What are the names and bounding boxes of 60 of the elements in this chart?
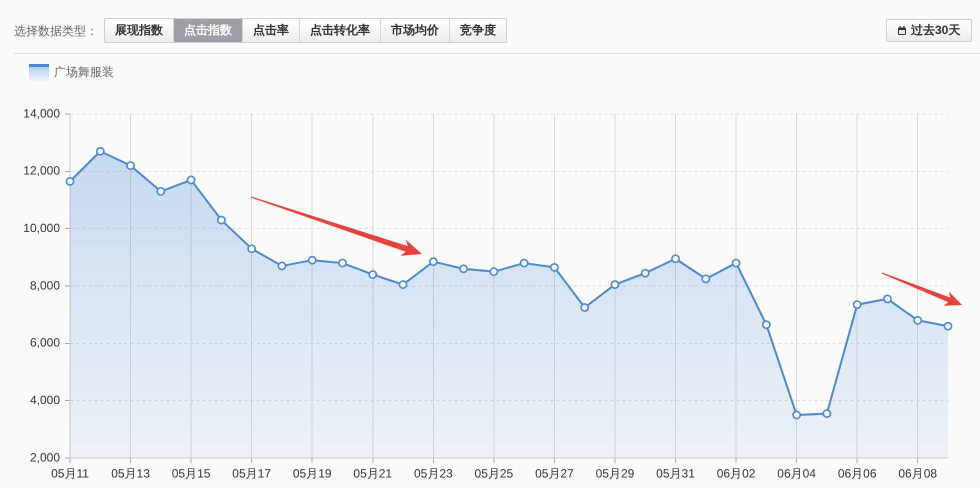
tab[interactable]: 点击率	[242, 19, 299, 42]
point	[852, 300, 862, 310]
point	[913, 316, 922, 325]
y-tick-label: 12,000	[23, 164, 60, 178]
point	[883, 294, 892, 304]
point	[640, 268, 650, 278]
x-tick-label: 05月23	[414, 466, 453, 481]
point	[489, 267, 498, 276]
point	[66, 176, 74, 186]
y-tick-label: 14,000	[23, 106, 60, 120]
point	[308, 256, 317, 265]
point	[186, 176, 196, 184]
x-tick-label: 05月21	[353, 466, 392, 481]
date-range-button[interactable]: 过去30天	[886, 19, 972, 42]
point	[944, 322, 952, 331]
point	[732, 258, 740, 268]
text: 选择数据类型：	[14, 23, 98, 40]
x-tick-label: 05月19	[292, 466, 332, 481]
tab[interactable]: 市场均价	[380, 19, 449, 42]
y-tick-label: 2,000	[30, 450, 60, 464]
y-tick-label: 10,000	[23, 220, 60, 235]
tab[interactable]: 竞争度	[449, 19, 506, 42]
point	[580, 303, 590, 312]
y-tick-label: 6,000	[30, 336, 60, 350]
point	[520, 258, 529, 268]
x-tick-label: 06月04	[777, 466, 816, 481]
point	[96, 146, 105, 156]
tab[interactable]: 点击转化率	[299, 19, 380, 42]
point	[156, 187, 166, 196]
point	[610, 280, 620, 289]
point	[247, 244, 256, 254]
point	[428, 257, 438, 266]
tab[interactable]: 展现指数	[105, 19, 173, 42]
x-tick-label: 06月06	[838, 466, 877, 481]
x-tick-label: 05月25	[474, 466, 514, 481]
point	[762, 320, 771, 330]
x-tick-label: 05月27	[535, 466, 574, 481]
x-tick-label: 06月02	[716, 466, 756, 481]
point	[398, 280, 408, 289]
legend-label: 广场舞服装	[54, 64, 114, 81]
x-tick-label: 05月17	[232, 466, 272, 481]
x-tick-label: 05月13	[111, 466, 150, 481]
x-tick-label: 05月11	[51, 466, 90, 481]
x-tick-label: 05月15	[172, 466, 211, 481]
y-tick-label: 4,000	[30, 392, 60, 407]
point	[216, 216, 226, 224]
point	[126, 161, 135, 170]
point	[278, 262, 286, 270]
x-tick-label: 05月29	[596, 466, 635, 481]
y-tick-label: 8,000	[30, 278, 60, 292]
point	[792, 410, 802, 420]
point	[459, 264, 468, 274]
point	[338, 258, 347, 268]
point	[550, 262, 559, 272]
point	[822, 409, 832, 418]
point	[701, 274, 710, 284]
point	[671, 254, 680, 264]
x-tick-label: 05月31	[656, 466, 696, 481]
point	[368, 270, 378, 279]
x-tick-label: 06月08	[898, 466, 938, 481]
